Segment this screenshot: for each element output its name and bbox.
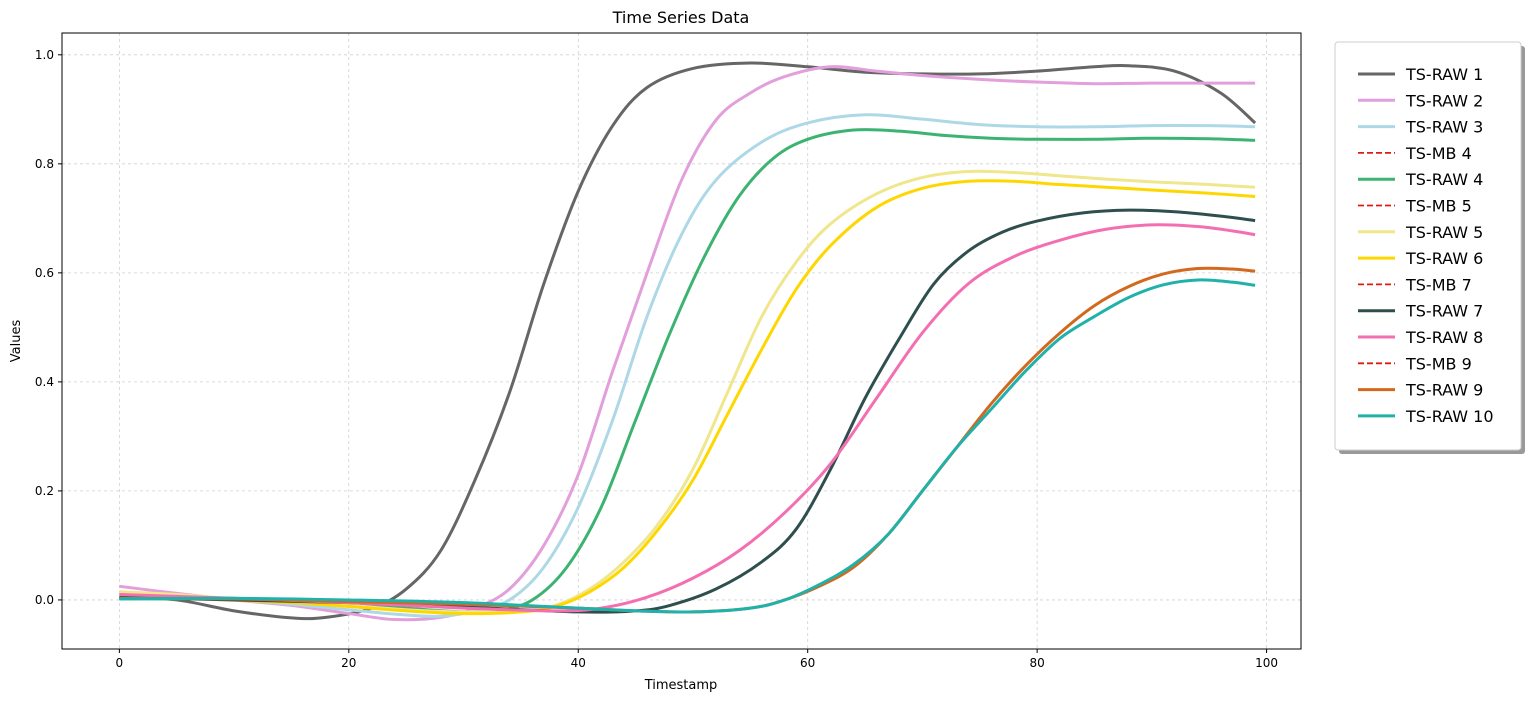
legend-label: TS-RAW 10 [1405, 407, 1494, 426]
series-line-ts-raw-1 [119, 61, 1257, 621]
legend-label: TS-RAW 8 [1405, 328, 1483, 347]
legend-item-ts-raw-8: TS-RAW 8 [1358, 328, 1483, 347]
legend-item-ts-mb-5: TS-MB 5 [1358, 197, 1472, 216]
legend-item-ts-mb-4: TS-MB 4 [1358, 144, 1472, 163]
legend-label: TS-MB 4 [1405, 144, 1472, 163]
x-tick-label: 80 [1029, 656, 1044, 670]
legend-label: TS-RAW 5 [1405, 223, 1483, 242]
legend-box [1334, 41, 1522, 451]
series-line-ts-raw-8 [119, 223, 1256, 613]
legend-item-ts-raw-2: TS-RAW 2 [1358, 91, 1483, 110]
legend-item-ts-raw-3: TS-RAW 3 [1358, 118, 1483, 137]
legend-label: TS-RAW 6 [1405, 249, 1483, 268]
legend-label: TS-MB 7 [1405, 275, 1472, 294]
series-lines [119, 61, 1257, 622]
x-axis-label: Timestamp [644, 678, 718, 693]
legend-item-ts-raw-10: TS-RAW 10 [1358, 407, 1494, 426]
series-line-ts-raw-6 [119, 179, 1256, 616]
chart-title: Time Series Data [612, 8, 750, 27]
x-tick-label: 100 [1255, 656, 1278, 670]
series-line-ts-raw-2 [119, 65, 1256, 622]
legend-item-ts-raw-9: TS-RAW 9 [1358, 381, 1483, 400]
legend-item-ts-raw-6: TS-RAW 6 [1358, 249, 1483, 268]
legend-label: TS-RAW 3 [1405, 118, 1483, 137]
x-tick-label: 40 [571, 656, 586, 670]
legend-item-ts-raw-4: TS-RAW 4 [1358, 170, 1483, 189]
legend: TS-RAW 1 TS-RAW 2 TS-RAW 3 TS-MB 4 TS-RAW 4 T… [1334, 41, 1525, 454]
legend-label: TS-MB 9 [1405, 354, 1472, 373]
x-tick-label: 60 [800, 656, 815, 670]
legend-items: TS-RAW 1 TS-RAW 2 TS-RAW 3 TS-MB 4 TS-RAW 4 T… [1358, 65, 1494, 426]
y-axis-label: Values [9, 320, 24, 363]
legend-item-ts-raw-5: TS-RAW 5 [1358, 223, 1483, 242]
series-line-ts-raw-3 [119, 113, 1256, 618]
y-tick-label: 0.6 [35, 266, 54, 280]
x-tick-label: 0 [116, 656, 124, 670]
y-tick-label: 0.0 [35, 593, 54, 607]
y-tick-label: 0.4 [35, 375, 54, 389]
legend-label: TS-RAW 4 [1405, 170, 1483, 189]
legend-label: TS-MB 5 [1405, 197, 1472, 216]
legend-item-ts-mb-7: TS-MB 7 [1358, 275, 1472, 294]
legend-label: TS-RAW 2 [1405, 91, 1483, 110]
legend-label: TS-RAW 9 [1405, 381, 1483, 400]
series-line-ts-raw-10 [119, 278, 1256, 614]
x-tick-label: 20 [341, 656, 356, 670]
legend-item-ts-raw-7: TS-RAW 7 [1358, 302, 1483, 321]
y-tick-label: 0.2 [35, 484, 54, 498]
ticks: 0 20 40 60 80 100 0.0 0.2 0.4 0.6 0.8 1.0 [35, 48, 1278, 670]
plot-frame [61, 32, 1302, 650]
legend-label: TS-RAW 7 [1405, 302, 1483, 321]
y-tick-label: 0.8 [35, 157, 54, 171]
legend-label: TS-RAW 1 [1405, 65, 1483, 84]
legend-item-ts-raw-1: TS-RAW 1 [1358, 65, 1483, 84]
y-tick-label: 1.0 [35, 48, 54, 62]
legend-item-ts-mb-9: TS-MB 9 [1358, 354, 1472, 373]
